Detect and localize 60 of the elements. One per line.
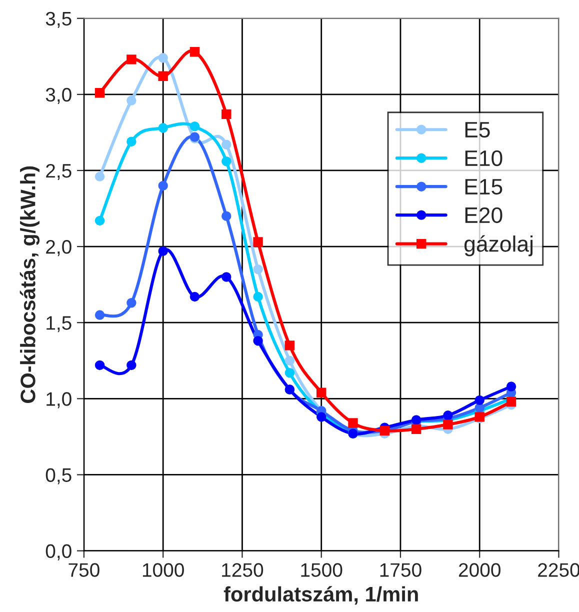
point bbox=[94, 216, 105, 226]
point bbox=[158, 180, 168, 191]
point bbox=[158, 53, 168, 63]
point bbox=[253, 264, 263, 274]
point bbox=[126, 54, 136, 64]
point bbox=[94, 172, 105, 182]
point bbox=[126, 298, 136, 308]
x-tick-label: 1000 bbox=[142, 563, 184, 577]
point bbox=[253, 336, 263, 346]
point bbox=[126, 96, 136, 106]
y-tick-label: 1,5 bbox=[46, 316, 72, 332]
y-tick-label: 1,0 bbox=[46, 392, 72, 408]
point bbox=[411, 424, 422, 434]
point bbox=[222, 272, 232, 282]
point bbox=[316, 412, 326, 422]
point bbox=[348, 418, 358, 428]
x-tick-label: 750 bbox=[68, 563, 100, 577]
point bbox=[316, 388, 326, 398]
point bbox=[158, 246, 168, 256]
point bbox=[253, 237, 263, 247]
legend-label: gázolaj bbox=[464, 235, 532, 256]
point bbox=[443, 420, 453, 430]
point bbox=[222, 109, 232, 120]
y-axis-title: CO-kibocsátás, g/(kW.h) bbox=[20, 166, 40, 403]
point bbox=[222, 140, 232, 150]
legend-label: E15 bbox=[465, 179, 502, 195]
x-tick-label: 1250 bbox=[222, 563, 264, 577]
legend-label: E10 bbox=[465, 150, 502, 166]
point bbox=[253, 292, 263, 302]
point bbox=[190, 122, 200, 132]
y-tick-label: 0,0 bbox=[46, 544, 72, 560]
y-tick-label: 3,5 bbox=[46, 12, 72, 28]
point bbox=[284, 356, 295, 366]
point bbox=[506, 396, 516, 407]
point bbox=[443, 410, 453, 420]
point bbox=[94, 88, 105, 98]
point bbox=[190, 292, 200, 302]
y-tick-label: 3,0 bbox=[46, 88, 72, 104]
x-tick-label: 1500 bbox=[301, 563, 342, 577]
y-tick-label: 2,5 bbox=[46, 164, 72, 180]
point bbox=[222, 156, 232, 166]
y-tick-label: 2,0 bbox=[46, 240, 72, 256]
x-tick-label: 2000 bbox=[458, 563, 500, 577]
point bbox=[94, 360, 105, 370]
legend-label: E20 bbox=[465, 207, 502, 224]
y-tick-label: 0,5 bbox=[46, 468, 72, 484]
point bbox=[222, 211, 232, 221]
point bbox=[190, 46, 200, 57]
point bbox=[474, 395, 484, 406]
point bbox=[158, 123, 168, 133]
point bbox=[94, 310, 105, 320]
point bbox=[158, 71, 168, 82]
point bbox=[284, 340, 295, 350]
x-tick-label: 1750 bbox=[380, 563, 422, 577]
point bbox=[126, 360, 136, 370]
point bbox=[506, 382, 516, 392]
point bbox=[284, 368, 295, 378]
legend-label: E5 bbox=[465, 122, 490, 138]
x-axis-title: fordulatszám, 1/min bbox=[224, 586, 418, 605]
point bbox=[126, 136, 136, 146]
